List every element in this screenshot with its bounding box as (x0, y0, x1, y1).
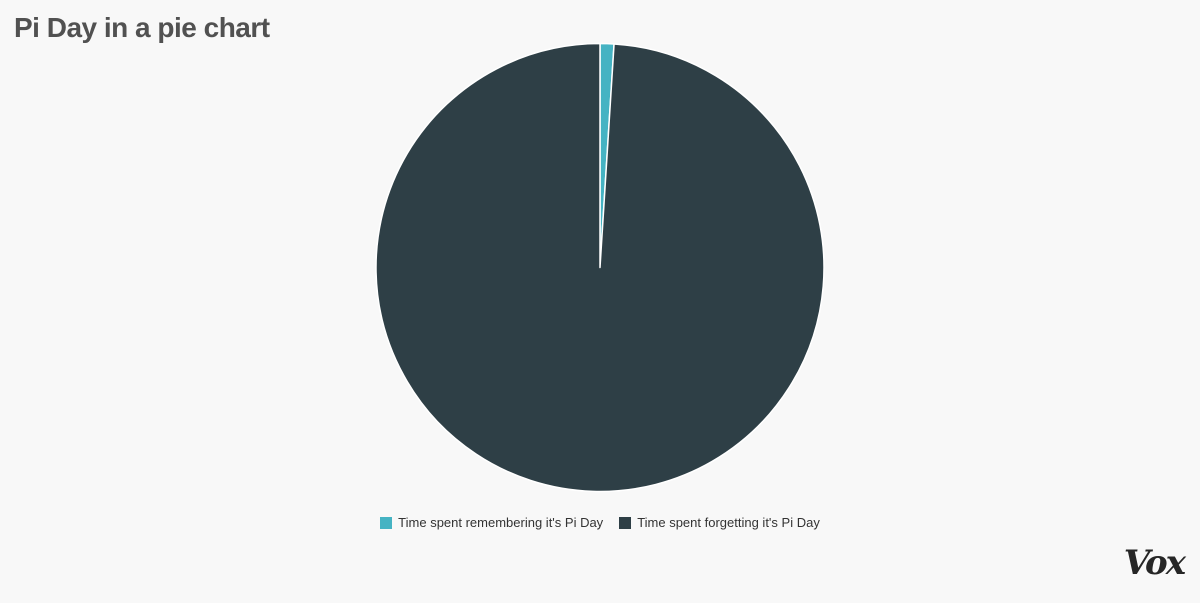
legend-item-remembering: Time spent remembering it's Pi Day (380, 515, 603, 530)
legend-item-forgetting: Time spent forgetting it's Pi Day (619, 515, 820, 530)
legend-label-remembering: Time spent remembering it's Pi Day (398, 515, 603, 530)
vox-logo: Vox (1124, 543, 1184, 583)
chart-legend: Time spent remembering it's Pi Day Time … (0, 515, 1200, 530)
legend-swatch-forgetting (619, 517, 631, 529)
pie-slice-forgetting (376, 44, 824, 492)
legend-swatch-remembering (380, 517, 392, 529)
legend-label-forgetting: Time spent forgetting it's Pi Day (637, 515, 820, 530)
